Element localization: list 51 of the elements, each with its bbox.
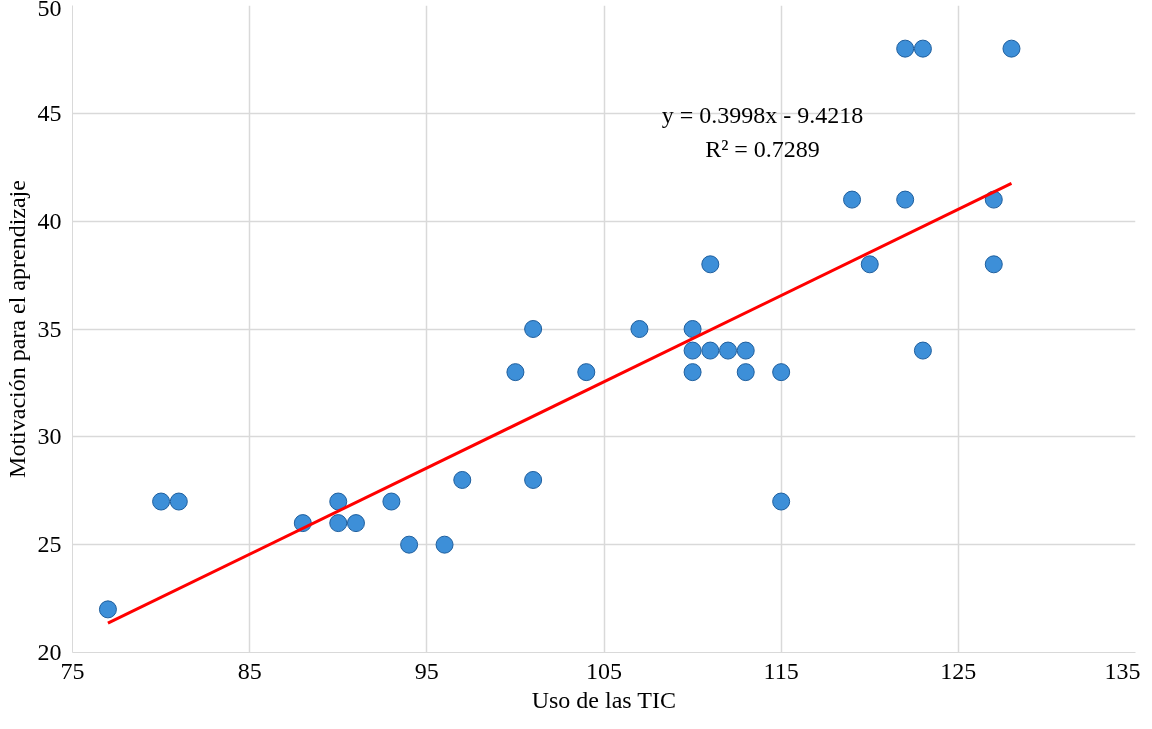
point (329, 514, 348, 533)
point (719, 341, 738, 360)
x-tick-label: 115 (763, 657, 799, 684)
annotation: y = 0.3998x - 9.4218 (661, 101, 864, 128)
point (701, 341, 720, 360)
x-tick-label: 85 (237, 657, 262, 684)
y-tick-label: 50 (37, 0, 62, 21)
point (630, 320, 649, 338)
point (435, 535, 454, 554)
point (98, 600, 117, 619)
point (683, 363, 702, 382)
point (896, 39, 915, 58)
point (860, 255, 879, 274)
point (400, 535, 419, 554)
point (329, 492, 348, 511)
x-axis-title: Uso de las TIC (531, 686, 676, 713)
x-tick-label: 125 (940, 657, 977, 684)
point (913, 341, 932, 360)
y-tick-label: 20 (37, 639, 62, 665)
point (152, 492, 171, 511)
y-tick-label: 40 (37, 207, 62, 234)
point (524, 470, 543, 489)
point (506, 363, 525, 382)
y-tick-label: 30 (37, 423, 62, 450)
y-tick-label: 35 (37, 315, 62, 342)
annotation: R² = 0.7289 (705, 135, 820, 162)
point (913, 39, 932, 58)
point (577, 363, 596, 382)
x-tick-label: 105 (586, 657, 622, 684)
point (843, 190, 862, 209)
point (736, 363, 755, 382)
point (382, 492, 401, 511)
point (169, 492, 188, 511)
y-axis-title: Motivación para el aprendizaje (3, 180, 30, 478)
point (772, 363, 791, 382)
y-tick-label: 45 (37, 99, 62, 126)
x-tick-label: 75 (60, 657, 85, 684)
point (453, 470, 472, 489)
point (736, 341, 755, 360)
point (1002, 39, 1021, 58)
point (896, 190, 915, 209)
y-tick-label: 25 (37, 531, 62, 558)
point (701, 255, 720, 274)
point (524, 320, 543, 338)
point (683, 320, 702, 338)
x-tick-label: 95 (414, 657, 439, 684)
point (683, 341, 702, 360)
point (984, 255, 1003, 274)
point (772, 492, 791, 511)
x-tick-label: 135 (1104, 657, 1141, 684)
point (346, 514, 365, 533)
